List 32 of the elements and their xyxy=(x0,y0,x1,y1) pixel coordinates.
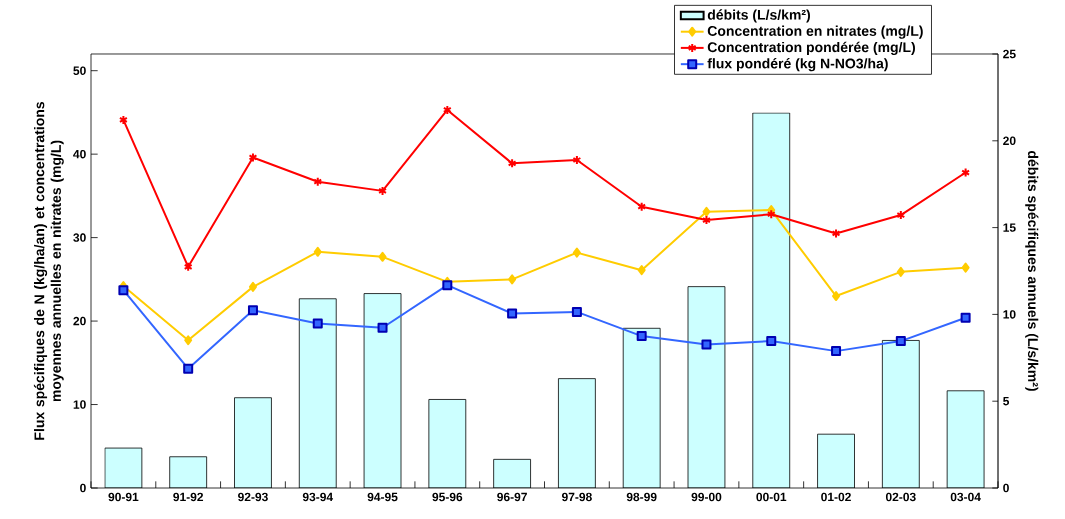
y2-tick-label: 25 xyxy=(1003,49,1016,59)
x-tick-label: 96-97 xyxy=(497,492,527,502)
y2-tick-label: 15 xyxy=(1003,223,1016,232)
legend-label: flux pondéré (kg N-NO3/ha) xyxy=(707,58,888,72)
legend-label: Concentration pondérée (mg/L) xyxy=(707,41,915,55)
x-tick-label: 90-91 xyxy=(108,492,139,502)
y-tick-label: 40 xyxy=(73,149,86,159)
x-tick-label: 97-98 xyxy=(561,492,592,502)
x-tick-label: 94-95 xyxy=(367,492,398,502)
y-axis-title: Flux spécifiques de N (kg/ha/an) et concentrations moyennes annuelles en nitrates (mg/L) xyxy=(33,101,64,440)
legend-label: débits (L/s/km²) xyxy=(707,9,810,23)
x-tick-label: 91-92 xyxy=(173,492,204,502)
y-tick-label: 0 xyxy=(80,483,86,493)
y2-tick-label: 0 xyxy=(1003,483,1009,493)
x-tick-label: 03-04 xyxy=(950,492,981,502)
y-tick-label: 20 xyxy=(73,316,86,326)
x-tick-label: 95-96 xyxy=(432,492,463,502)
y2-tick-label: 10 xyxy=(1003,310,1016,319)
y-tick-label: 50 xyxy=(73,66,86,75)
y2-tick-label: 20 xyxy=(1003,136,1016,146)
x-tick-label: 99-00 xyxy=(691,492,722,502)
x-tick-label: 01-02 xyxy=(821,492,851,502)
y2-axis-title: débits spécifiques annuels (L/s/km²) xyxy=(1025,150,1039,391)
x-tick-label: 93-94 xyxy=(302,492,334,502)
x-tick-label: 02-03 xyxy=(885,492,916,502)
x-tick-label: 00-01 xyxy=(756,492,787,502)
legend-label: Concentration en nitrates (mg/L) xyxy=(707,25,923,39)
y2-tick-label: 5 xyxy=(1003,397,1010,406)
x-tick-label: 92-93 xyxy=(238,492,268,502)
y-tick-label: 30 xyxy=(73,233,86,242)
x-tick-label: 98-99 xyxy=(626,492,657,502)
y-tick-label: 10 xyxy=(73,400,86,409)
